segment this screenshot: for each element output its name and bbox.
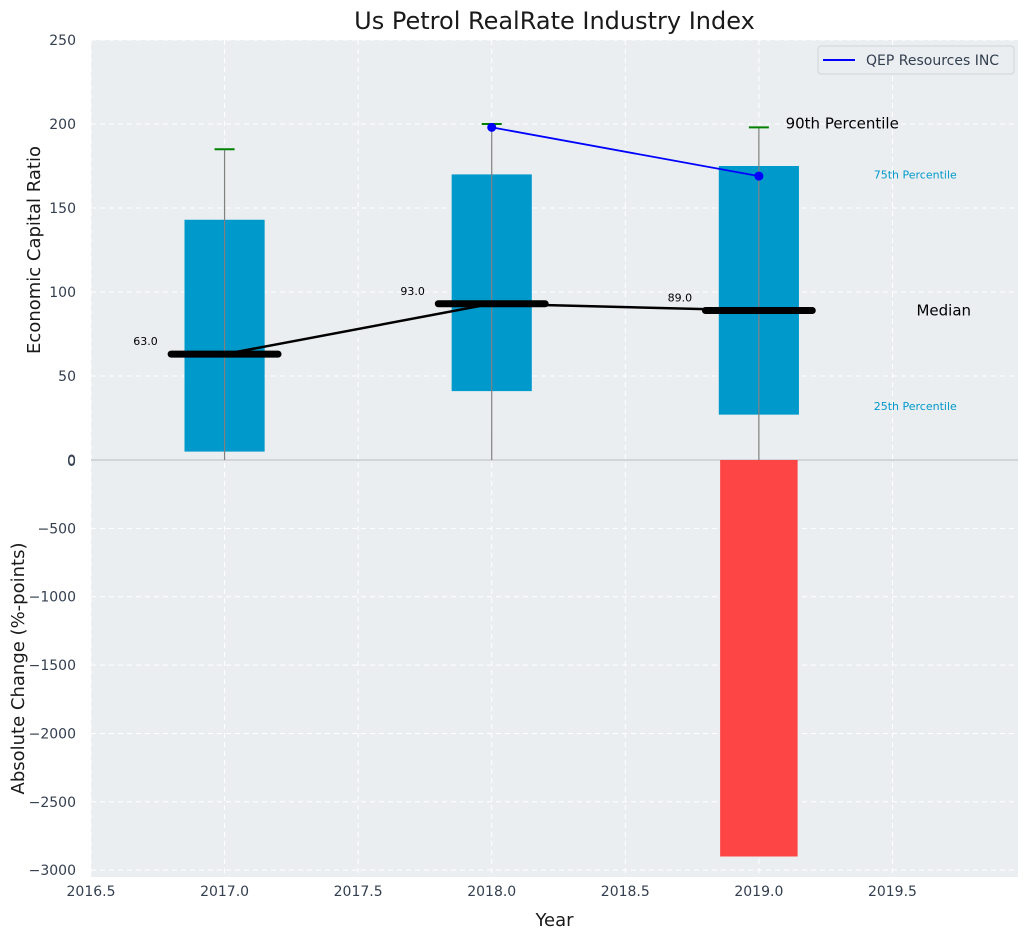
bottom-y-tick-label: −2500 bbox=[29, 795, 76, 811]
chart-title: Us Petrol RealRate Industry Index bbox=[354, 7, 755, 35]
x-tick-label: 2016.5 bbox=[67, 884, 116, 900]
x-tick-label: 2017.5 bbox=[334, 884, 383, 900]
legend-label-qep-resources: QEP Resources INC bbox=[866, 53, 999, 69]
bottom-y-tick-label: −1500 bbox=[29, 658, 76, 674]
bottom-y-tick-label: −500 bbox=[38, 521, 76, 537]
company-point-2018 bbox=[487, 122, 497, 132]
annotation-median: Median bbox=[916, 301, 971, 319]
change-bar-2019 bbox=[720, 460, 798, 857]
x-tick-label: 2019.0 bbox=[734, 884, 783, 900]
legend: QEP Resources INC bbox=[817, 45, 1015, 75]
top-y-axis-label: Economic Capital Ratio bbox=[24, 146, 45, 354]
company-line bbox=[491, 126, 760, 177]
top-y-tick-label: 50 bbox=[58, 369, 76, 385]
chart-marks: 63.0 93.0 89.0 90th Percentile 75th Percenti… bbox=[91, 114, 1018, 857]
annotation-75th-percentile: 75th Percentile bbox=[874, 168, 957, 181]
top-y-tick-label: 100 bbox=[49, 285, 76, 301]
annotation-90th-percentile: 90th Percentile bbox=[786, 114, 899, 132]
x-tick-label: 2018.5 bbox=[601, 884, 650, 900]
tick-labels: 2016.5 2017.0 2017.5 2018.0 2018.5 2019.0 2019… bbox=[29, 33, 917, 900]
x-axis-label: Year bbox=[534, 910, 574, 931]
bottom-panel-background bbox=[91, 460, 1018, 877]
bottom-y-tick-label: −3000 bbox=[29, 863, 76, 879]
annotation-25th-percentile: 25th Percentile bbox=[874, 400, 957, 413]
median-value-label: 63.0 bbox=[133, 335, 158, 348]
median-value-label: 93.0 bbox=[400, 285, 425, 298]
legend-box bbox=[817, 45, 1015, 75]
bottom-y-tick-label: 0 bbox=[67, 454, 76, 470]
top-y-tick-label: 200 bbox=[49, 117, 76, 133]
bottom-y-tick-label: −1000 bbox=[29, 590, 76, 606]
company-point-2019 bbox=[754, 171, 764, 181]
top-y-tick-label: 250 bbox=[49, 33, 76, 49]
bottom-y-axis-label: Absolute Change (%-points) bbox=[8, 543, 29, 795]
median-value-label: 89.0 bbox=[668, 291, 693, 304]
x-tick-label: 2018.0 bbox=[467, 884, 516, 900]
bottom-y-tick-label: −2000 bbox=[29, 726, 76, 742]
x-tick-label: 2019.5 bbox=[868, 884, 917, 900]
top-y-tick-label: 0 bbox=[67, 453, 76, 469]
x-tick-label: 2017.0 bbox=[200, 884, 249, 900]
top-y-tick-label: 150 bbox=[49, 201, 76, 217]
